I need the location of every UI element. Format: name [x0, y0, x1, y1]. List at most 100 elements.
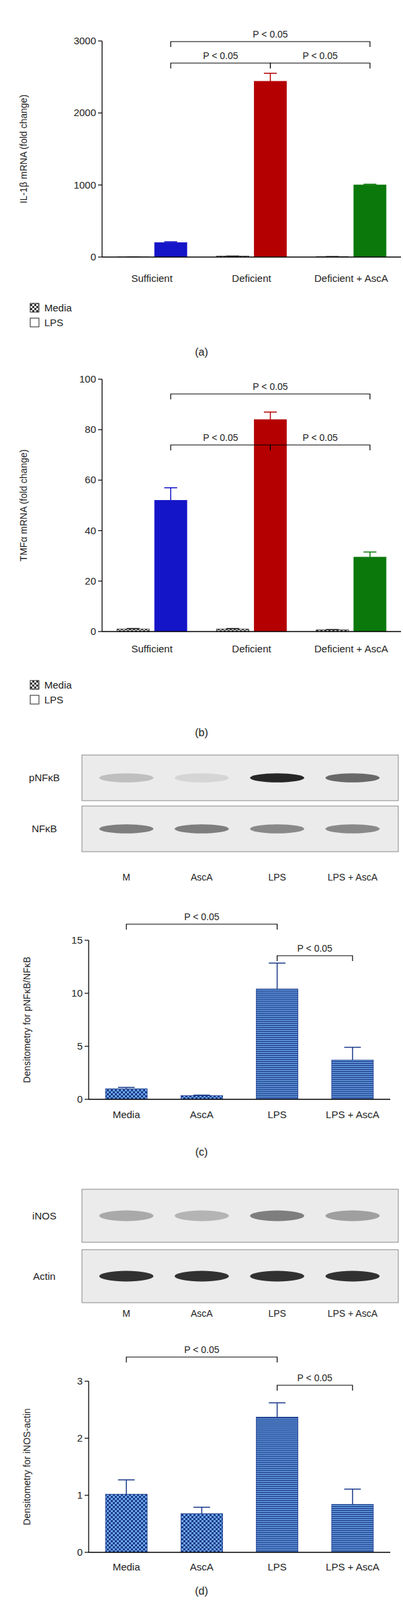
bracket [126, 924, 278, 931]
blot-band [99, 773, 154, 784]
panel-title: (a) [194, 346, 209, 358]
blot-band [99, 1211, 154, 1223]
y-tick-label: 1000 [73, 179, 97, 191]
x-tick-label: AscA [190, 1109, 214, 1122]
panel-title: (b) [194, 727, 209, 739]
bar [353, 185, 387, 258]
y-tick [98, 429, 103, 431]
y-tick-label: 15 [71, 934, 83, 947]
y-tick-label: 0 [77, 1547, 83, 1559]
y-tick [98, 530, 103, 532]
error-bar [343, 1490, 361, 1506]
y-tick-label: 0 [77, 1094, 83, 1106]
blot-lane-label: M [122, 872, 131, 884]
legend-label: LPS [44, 317, 64, 329]
y-label: TMFα mRNA (fold change) [18, 450, 29, 563]
panel: 0123Densitometry for iNOS-actinMediaAscA… [21, 1190, 399, 1598]
y-tick-label: 40 [84, 525, 97, 537]
bar [331, 1061, 374, 1101]
x-tick-label: LPS + AscA [325, 1562, 380, 1574]
y-label: Densitometry for iNOS-actin [21, 1409, 33, 1527]
x-tick-label: Deficient + AscA [314, 272, 389, 285]
blot-band [174, 773, 230, 784]
y-tick [98, 112, 103, 114]
x-tick-label: Sufficient [130, 643, 173, 655]
annotation: P < 0.05 [297, 943, 334, 955]
annotation: P < 0.05 [252, 28, 289, 40]
blot-band [249, 824, 305, 835]
annotation: P < 0.05 [202, 50, 239, 62]
y-tick-label: 3000 [73, 34, 97, 47]
bar [256, 990, 299, 1101]
x-tick-label: LPS [267, 1562, 287, 1574]
y-tick [84, 940, 89, 942]
bracket [126, 1358, 278, 1364]
y-tick [98, 378, 103, 380]
error-bar [226, 628, 240, 631]
y-tick-label: 10 [71, 988, 83, 1000]
blot-row-label: iNOS [32, 1211, 57, 1223]
blot-lane-label: LPS + AscA [327, 872, 379, 884]
y-tick [98, 631, 103, 633]
blot-band [99, 824, 154, 835]
error-bar [126, 628, 140, 631]
blot-row-label: Actin [32, 1271, 56, 1283]
blot-band [174, 1272, 230, 1283]
bracket [270, 445, 371, 451]
error-bar [226, 255, 240, 258]
blot-band [325, 1211, 380, 1223]
blot-lane-label: M [122, 1309, 131, 1320]
annotation: P < 0.05 [184, 912, 220, 923]
bar [353, 557, 387, 633]
y-tick [84, 1552, 89, 1554]
panel: 020406080100TMFα mRNA (fold change)Suffi… [18, 373, 401, 739]
panel: 0100020003000IL-1β mRNA (fold change)Suf… [18, 28, 401, 358]
error-bar [263, 412, 277, 420]
x-tick-label: AscA [190, 1562, 214, 1574]
bar [254, 81, 287, 258]
y-tick [98, 480, 103, 481]
y-tick [84, 1495, 89, 1497]
y-tick [84, 1099, 89, 1101]
x-axis [88, 1552, 391, 1554]
bar [180, 1514, 223, 1554]
bar [105, 1495, 148, 1554]
y-tick-label: 2000 [73, 106, 97, 119]
x-tick-label: Deficient [231, 272, 272, 285]
blot-band [174, 1211, 230, 1223]
annotation: P < 0.05 [184, 1345, 220, 1357]
annotation: P < 0.05 [302, 432, 339, 444]
bracket [170, 63, 271, 69]
legend-swatch [30, 681, 39, 690]
y-tick-label: 2 [77, 1433, 83, 1445]
x-tick-label: LPS [267, 1109, 287, 1122]
x-axis [88, 1099, 391, 1101]
blot-band [325, 824, 380, 835]
panel: 051015Densitometry for pNFκB/NFκBMediaAs… [21, 755, 399, 1159]
blot-lane-label: AscA [190, 1309, 213, 1320]
y-tick [84, 1438, 89, 1440]
y-tick-label: 20 [84, 575, 97, 588]
bar [331, 1505, 374, 1554]
y-tick [98, 580, 103, 582]
y-tick [98, 40, 103, 41]
x-tick-label: Deficient [231, 643, 272, 655]
error-bar [193, 1095, 211, 1097]
blot-band [325, 773, 380, 784]
bar [254, 419, 287, 633]
bracket [277, 1386, 353, 1392]
blot-band [249, 1211, 305, 1223]
y-tick-label: 3 [77, 1376, 83, 1388]
legend-swatch [30, 318, 39, 328]
error-bar [118, 1088, 136, 1090]
plot-area [105, 1403, 374, 1554]
x-tick-label: Media [112, 1109, 142, 1122]
blot-row-label: NFκB [31, 823, 58, 835]
bar [154, 243, 187, 258]
error-bar [268, 963, 286, 991]
legend-swatch [30, 303, 39, 313]
bracket [270, 63, 371, 69]
bracket [170, 41, 371, 48]
blot-row-label: pNFκB [28, 772, 60, 784]
y-tick-label: 5 [77, 1041, 83, 1053]
